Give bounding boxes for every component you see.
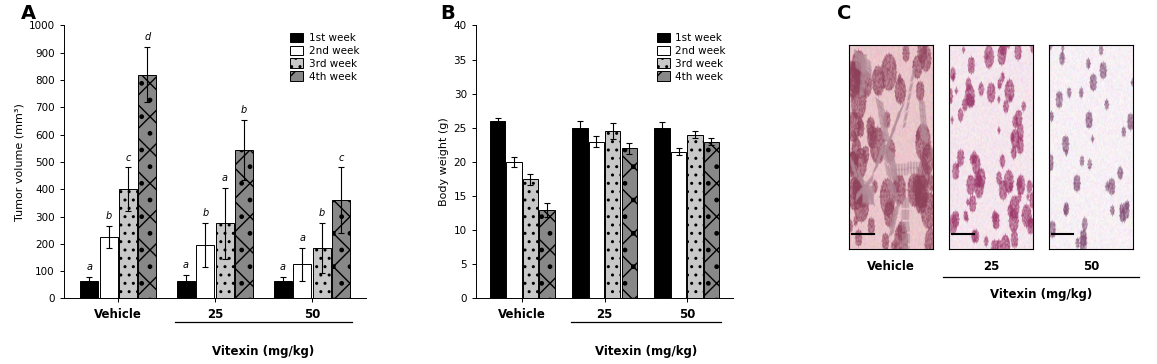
Bar [177, 281, 196, 298]
Text: 50: 50 [1083, 260, 1099, 273]
Text: a: a [280, 262, 286, 272]
Text: a: a [222, 173, 228, 183]
Bar [80, 281, 98, 298]
Bar [215, 223, 234, 298]
Text: d: d [145, 32, 150, 42]
Bar [100, 237, 118, 298]
Text: c: c [125, 153, 131, 162]
Bar [293, 264, 311, 298]
Bar [589, 142, 604, 298]
Bar [539, 210, 554, 298]
Text: C: C [837, 4, 850, 23]
Y-axis label: Body weight (g): Body weight (g) [440, 118, 449, 206]
Text: Vitexin (mg/kg): Vitexin (mg/kg) [213, 345, 315, 358]
Text: a: a [87, 262, 93, 272]
Text: b: b [241, 105, 248, 115]
Bar [507, 162, 522, 298]
Y-axis label: Tumor volume (mm³): Tumor volume (mm³) [14, 103, 24, 221]
Bar [573, 128, 588, 298]
Bar [687, 135, 702, 298]
Text: b: b [202, 209, 208, 218]
Text: b: b [105, 211, 112, 221]
Bar [235, 150, 253, 298]
Text: Vitexin (mg/kg): Vitexin (mg/kg) [990, 288, 1092, 301]
Text: c: c [338, 153, 344, 162]
Text: Vitexin (mg/kg): Vitexin (mg/kg) [595, 345, 697, 358]
Text: a: a [183, 260, 189, 270]
Bar [197, 245, 214, 298]
Bar [119, 189, 137, 298]
Text: b: b [318, 209, 325, 218]
Bar [274, 281, 292, 298]
Bar [621, 148, 636, 298]
Bar [139, 75, 156, 298]
Legend: 1st week, 2nd week, 3rd week, 4th week: 1st week, 2nd week, 3rd week, 4th week [655, 31, 728, 84]
Bar [703, 142, 720, 298]
Text: Vehicle: Vehicle [867, 260, 915, 273]
Bar [655, 128, 670, 298]
Text: A: A [21, 4, 36, 23]
Bar [332, 200, 349, 298]
Legend: 1st week, 2nd week, 3rd week, 4th week: 1st week, 2nd week, 3rd week, 4th week [288, 31, 361, 84]
Bar [489, 121, 506, 298]
Bar [671, 152, 686, 298]
Text: a: a [300, 233, 305, 243]
Bar [605, 131, 620, 298]
Text: 25: 25 [982, 260, 1000, 273]
Text: B: B [440, 4, 455, 23]
Bar [523, 179, 538, 298]
Bar [312, 248, 331, 298]
